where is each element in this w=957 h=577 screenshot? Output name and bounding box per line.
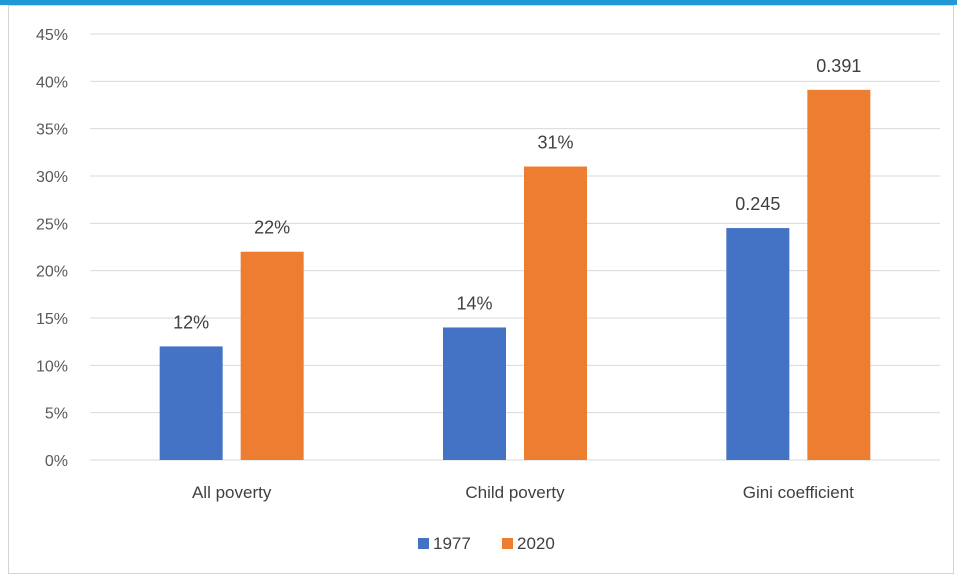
y-tick-label: 5%: [45, 406, 68, 423]
legend-label: 2020: [517, 534, 555, 553]
category-label: Gini coefficient: [743, 483, 854, 502]
y-tick-label: 40%: [36, 74, 68, 91]
top-accent-band: [0, 0, 957, 5]
gridlines: [90, 33, 940, 461]
chart-frame: [8, 5, 954, 574]
y-tick-label: 15%: [36, 311, 68, 328]
data-label: 22%: [254, 218, 290, 238]
data-label: 14%: [456, 293, 492, 313]
y-tick-label: 20%: [36, 264, 68, 281]
bar-2020-2: [807, 89, 871, 460]
y-tick-label: 30%: [36, 169, 68, 186]
bar-1977-0: [159, 346, 223, 460]
y-tick-label: 0%: [45, 453, 68, 470]
legend-swatch-2020: [502, 538, 513, 549]
data-label: 12%: [173, 312, 209, 332]
y-tick-label: 25%: [36, 216, 68, 233]
y-axis-ticks: 0% 5% 10% 15% 20% 25% 30% 35% 40% 45%: [36, 27, 68, 470]
data-label: 0.245: [735, 194, 780, 214]
bar-1977-2: [726, 228, 790, 460]
y-tick-label: 35%: [36, 122, 68, 139]
bar-2020-1: [524, 166, 587, 461]
bars: [159, 89, 871, 461]
legend-label: 1977: [433, 534, 471, 553]
data-label: 31%: [537, 133, 573, 153]
legend: 1977 2020: [418, 534, 555, 553]
bar-1977-1: [443, 327, 506, 460]
bar-2020-0: [240, 251, 304, 460]
legend-swatch-1977: [418, 538, 429, 549]
data-labels: 12% 22% 14% 31% 0.245 0.391: [173, 56, 861, 333]
y-tick-label: 45%: [36, 27, 68, 44]
category-label: All poverty: [192, 483, 272, 502]
y-tick-label: 10%: [36, 358, 68, 375]
data-label: 0.391: [816, 56, 861, 76]
category-labels: All poverty Child poverty Gini coefficient: [192, 483, 854, 502]
category-label: Child poverty: [465, 483, 565, 502]
